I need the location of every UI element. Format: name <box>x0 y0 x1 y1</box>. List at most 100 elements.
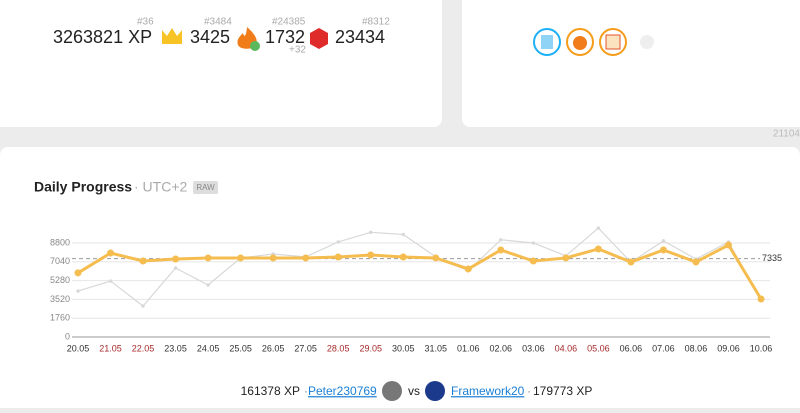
x-tick-label: 21.05 <box>99 343 122 353</box>
x-tick-label: 26.05 <box>262 343 285 353</box>
point <box>464 265 472 273</box>
x-tick-label: 06.06 <box>620 343 643 353</box>
streak-rank: #24385 <box>272 17 306 28</box>
point <box>367 251 375 259</box>
crowns-rank: #3484 <box>204 17 232 28</box>
point <box>724 241 732 249</box>
point <box>107 249 115 257</box>
crown-icon <box>162 28 182 44</box>
x-tick-label: 31.05 <box>424 343 447 353</box>
left-xp: 161378 XP <box>241 384 300 398</box>
point <box>401 232 405 237</box>
point <box>237 254 245 262</box>
point <box>269 254 277 262</box>
profile-card <box>462 0 800 127</box>
right-user[interactable]: Framework20 <box>451 384 525 398</box>
point <box>369 230 373 235</box>
point <box>531 241 536 245</box>
xp: 3263821 XP <box>53 27 152 47</box>
point <box>334 253 342 261</box>
badge-icon <box>605 34 621 50</box>
point <box>596 226 601 230</box>
chart-card <box>0 147 800 413</box>
point <box>627 258 635 266</box>
gems: 23434 <box>335 27 385 47</box>
x-tick-label: 03.06 <box>522 343 545 353</box>
x-tick-label: 25.05 <box>229 343 252 353</box>
separator-dot: · <box>304 384 308 398</box>
xp-rank: #36 <box>137 17 154 28</box>
badge[interactable] <box>640 35 654 49</box>
point <box>497 246 505 254</box>
check-icon <box>250 41 260 51</box>
x-tick-label: 23.05 <box>164 343 187 353</box>
separator-dot: · <box>527 384 531 398</box>
point <box>336 240 340 244</box>
side-number: 21104 <box>773 129 800 140</box>
x-tick-label: 20.05 <box>67 343 90 353</box>
point <box>204 254 212 262</box>
vs: vs <box>408 384 420 398</box>
point <box>757 295 765 303</box>
badge-icon <box>573 36 587 50</box>
stats-card <box>0 0 442 127</box>
point <box>399 253 407 261</box>
point <box>108 279 113 283</box>
reference-label: 7335 <box>762 253 782 263</box>
left-avatar <box>382 381 402 401</box>
x-tick-label: 28.05 <box>327 343 350 353</box>
x-tick-label: 24.05 <box>197 343 220 353</box>
gem-icon <box>310 28 328 49</box>
badge-icon <box>541 35 553 49</box>
plot <box>74 226 765 308</box>
point <box>139 257 147 265</box>
x-tick-label: 10.06 <box>750 343 773 353</box>
point <box>499 238 503 242</box>
series-line <box>77 227 762 307</box>
x-tick-label: 01.06 <box>457 343 480 353</box>
right-xp: 179773 XP <box>533 384 592 398</box>
chart-title: Daily Progress <box>34 179 132 195</box>
left-user[interactable]: Peter230769 <box>308 384 377 398</box>
y-tick-label: 8800 <box>50 237 70 247</box>
point <box>172 255 180 263</box>
streak-delta: +32 <box>289 45 306 56</box>
point <box>76 289 80 293</box>
point <box>594 245 602 253</box>
y-tick-label: 5280 <box>50 275 70 285</box>
chart-subtitle: · UTC+2 <box>134 179 188 195</box>
x-tick-label: 30.05 <box>392 343 415 353</box>
streak: 1732 <box>265 27 305 47</box>
x-tick-label: 02.06 <box>490 343 513 353</box>
point <box>141 304 145 308</box>
right-avatar <box>425 381 445 401</box>
raw-badge-label[interactable]: RAW <box>196 183 215 192</box>
x-tick-label: 27.05 <box>294 343 317 353</box>
point <box>529 257 537 265</box>
x-tick-label: 05.06 <box>587 343 610 353</box>
point <box>661 239 666 243</box>
point <box>432 254 440 262</box>
point <box>206 283 210 287</box>
y-tick-label: 0 <box>65 331 70 341</box>
x-tick-label: 08.06 <box>685 343 708 353</box>
point <box>562 254 570 262</box>
x-tick-label: 04.06 <box>555 343 578 353</box>
x-tick-label: 07.06 <box>652 343 675 353</box>
point <box>692 258 700 266</box>
series-line <box>77 243 763 300</box>
crowns: 3425 <box>190 27 230 47</box>
x-tick-label: 09.06 <box>717 343 740 353</box>
point <box>302 254 310 262</box>
raw-badge[interactable] <box>193 181 218 194</box>
point <box>173 266 178 270</box>
y-tick-label: 7040 <box>50 256 70 266</box>
gems-rank: #8312 <box>362 17 390 28</box>
y-tick-label: 3520 <box>50 294 70 304</box>
y-tick-label: 1760 <box>50 313 70 323</box>
point <box>74 269 82 277</box>
x-tick-label: 22.05 <box>132 343 155 353</box>
point <box>659 246 667 254</box>
